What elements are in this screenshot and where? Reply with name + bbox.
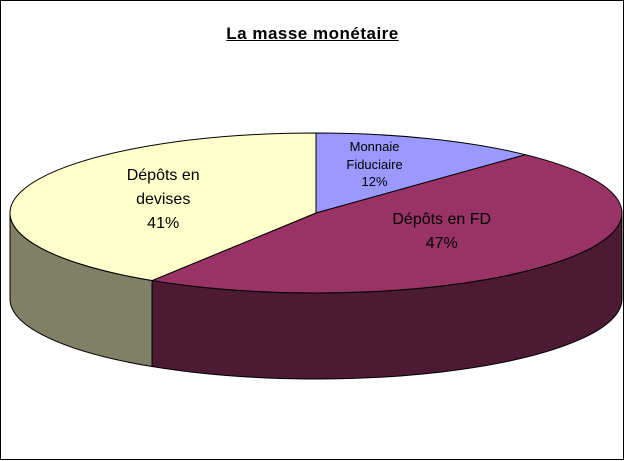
pie-slice bbox=[315, 132, 528, 214]
chart-title: La masse monétaire bbox=[226, 24, 399, 43]
value-label: 41% bbox=[147, 214, 180, 232]
pie-slice bbox=[150, 154, 623, 294]
category-label: Dépôts en FD bbox=[392, 211, 492, 229]
category-label: Dépôts en devises bbox=[126, 166, 200, 208]
data-label: Dépôts en FD 47% bbox=[382, 208, 502, 256]
value-label: 47% bbox=[425, 235, 458, 253]
data-label: Dépôts en devises 41% bbox=[103, 164, 223, 236]
data-label: Monnaie Fiduciaire 12% bbox=[335, 138, 415, 191]
category-label: Monnaie Fiduciaire bbox=[346, 139, 403, 172]
pie-slice bbox=[9, 132, 317, 282]
value-label: 12% bbox=[361, 174, 388, 190]
